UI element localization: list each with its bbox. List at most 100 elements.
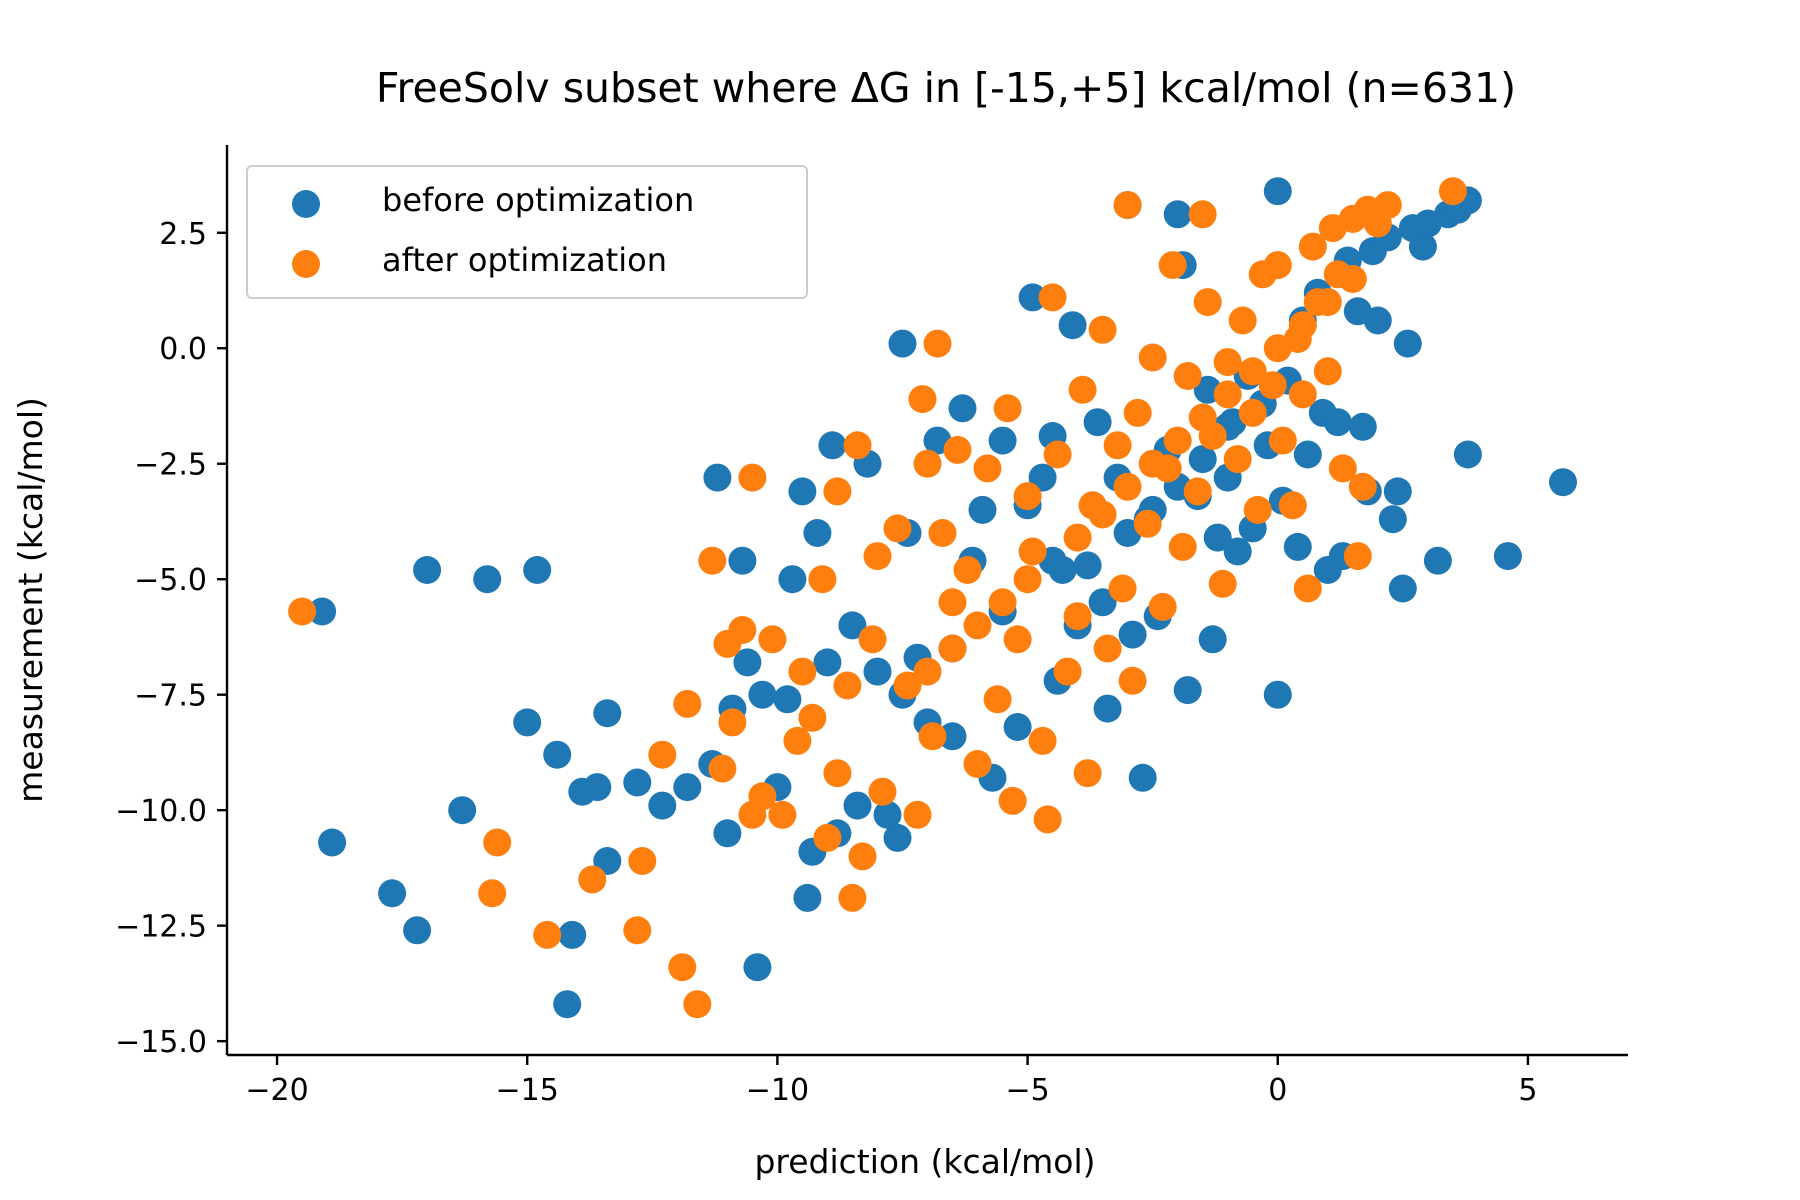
data-point: [998, 786, 1027, 815]
data-point: [813, 823, 842, 852]
data-point: [1168, 532, 1197, 561]
data-point: [928, 519, 957, 547]
data-point: [1378, 505, 1407, 534]
data-point: [803, 519, 832, 547]
data-point: [1173, 676, 1202, 705]
data-point: [833, 671, 862, 700]
data-point: [668, 953, 697, 982]
data-point: [893, 671, 922, 700]
data-point: [918, 722, 947, 751]
data-point: [793, 883, 822, 912]
y-tick-label: −2.5: [134, 448, 207, 483]
data-point: [1103, 431, 1132, 460]
data-point: [858, 625, 887, 654]
data-point: [768, 800, 797, 829]
data-point: [1003, 713, 1032, 741]
data-point: [318, 828, 347, 857]
x-tick-label: −5: [1005, 1073, 1049, 1108]
data-point: [728, 546, 757, 575]
data-point: [728, 616, 757, 644]
data-point: [308, 597, 337, 626]
data-point: [1108, 574, 1137, 603]
data-point: [1013, 565, 1042, 594]
data-point: [1453, 440, 1482, 469]
data-point: [938, 722, 967, 751]
data-point: [623, 916, 652, 945]
data-point: [683, 990, 712, 1019]
data-point: [523, 556, 552, 584]
x-tick-label: 5: [1518, 1073, 1537, 1108]
data-point: [888, 329, 917, 358]
data-point: [1263, 251, 1292, 280]
data-point: [558, 920, 587, 949]
data-point: [838, 883, 867, 912]
data-point: [778, 565, 807, 594]
data-point: [968, 495, 997, 524]
data-point: [748, 680, 777, 709]
data-point: [1373, 191, 1402, 220]
data-point: [733, 648, 762, 677]
data-point: [1288, 380, 1317, 409]
data-point: [1188, 445, 1217, 474]
data-point: [673, 689, 702, 718]
data-point: [948, 394, 977, 423]
y-tick-label: −10.0: [115, 794, 207, 829]
x-tick-label: −20: [245, 1073, 308, 1108]
data-point: [648, 740, 677, 769]
data-point: [813, 648, 842, 677]
data-point: [673, 773, 702, 802]
data-point: [1238, 357, 1267, 386]
data-point: [903, 800, 932, 829]
data-point: [868, 777, 897, 806]
data-point: [1243, 495, 1272, 524]
data-point: [1338, 265, 1367, 293]
data-point: [1198, 625, 1227, 654]
legend: before optimization after optimization: [246, 165, 808, 299]
data-point: [1408, 232, 1437, 261]
data-point: [1058, 311, 1087, 340]
data-point: [1193, 288, 1222, 317]
data-point: [808, 565, 837, 594]
y-tick-label: 2.5: [159, 217, 207, 252]
y-tick-label: −7.5: [134, 679, 207, 714]
data-point: [818, 431, 847, 460]
data-point: [1163, 200, 1192, 229]
data-point: [1063, 602, 1092, 631]
data-point: [478, 879, 507, 908]
legend-label-after: after optimization: [382, 241, 667, 279]
data-point: [708, 754, 737, 783]
data-point: [543, 740, 572, 769]
data-point: [288, 597, 317, 626]
data-point: [593, 699, 622, 728]
data-point: [1138, 343, 1167, 372]
data-point: [1288, 311, 1317, 340]
data-point: [1298, 232, 1327, 261]
data-point: [1348, 472, 1377, 501]
data-point: [873, 800, 902, 829]
y-tick-label: −5.0: [134, 563, 207, 598]
y-tick-label: 0.0: [159, 332, 207, 367]
data-point: [1348, 412, 1377, 441]
y-axis-ticks: −15.0 −12.5 −10.0 −7.5 −5.0 −2.5 0.0 2.5: [115, 217, 227, 1060]
data-point: [1093, 634, 1122, 663]
data-point: [1113, 191, 1142, 220]
data-point: [1393, 329, 1422, 358]
data-point: [1238, 398, 1267, 427]
data-point: [1188, 403, 1217, 432]
data-point: [1043, 440, 1072, 469]
data-point: [1073, 759, 1102, 788]
data-point: [1028, 463, 1057, 492]
data-point: [1118, 620, 1147, 649]
legend-marker-before: [292, 190, 320, 218]
data-point: [1018, 537, 1047, 566]
data-point: [938, 634, 967, 663]
data-point: [403, 916, 432, 945]
data-point: [1063, 523, 1092, 552]
data-point: [748, 782, 777, 811]
data-point: [838, 611, 867, 640]
data-point: [1088, 588, 1117, 617]
data-point: [1223, 445, 1252, 474]
data-point: [863, 542, 892, 571]
data-point: [1018, 283, 1047, 312]
